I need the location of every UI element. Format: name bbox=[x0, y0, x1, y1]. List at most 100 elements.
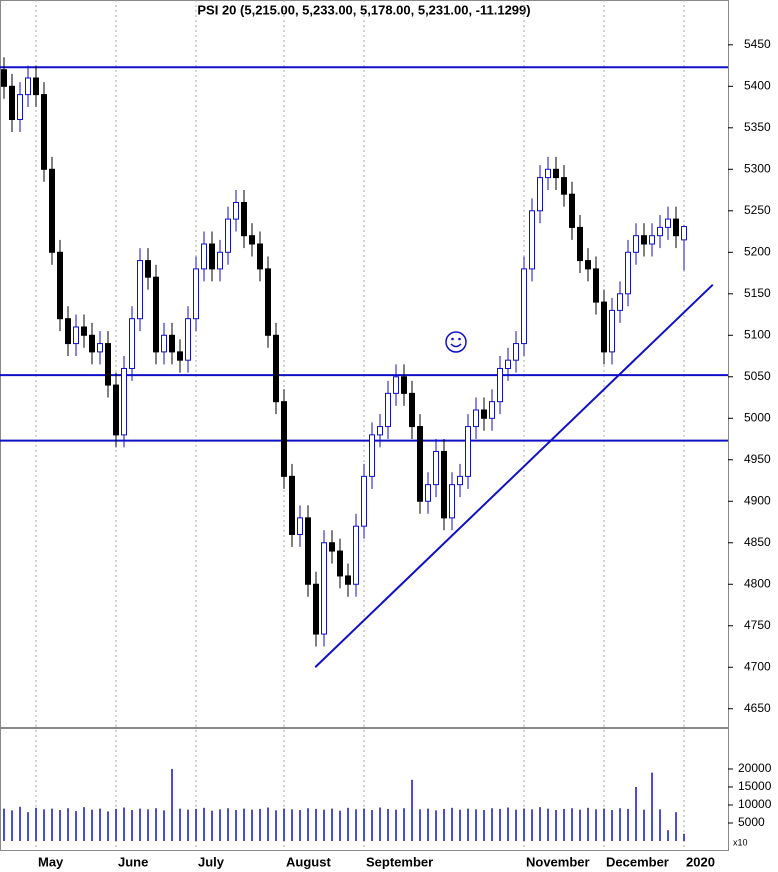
candle-body bbox=[65, 318, 71, 345]
candle-body bbox=[609, 309, 615, 353]
y-tick-label: 4650 bbox=[744, 701, 771, 715]
volume-bar bbox=[323, 809, 325, 841]
volume-bar bbox=[251, 809, 253, 841]
volume-bar bbox=[67, 808, 69, 841]
x-tick-label: June bbox=[118, 854, 148, 869]
volume-bar bbox=[603, 808, 605, 841]
candle-body bbox=[265, 268, 271, 336]
volume-bar bbox=[427, 808, 429, 841]
y-tick-label: 4800 bbox=[744, 576, 771, 590]
volume-bar bbox=[179, 808, 181, 841]
volume-bar bbox=[683, 833, 685, 841]
volume-bar bbox=[307, 808, 309, 841]
volume-bar bbox=[475, 809, 477, 841]
volume-bar bbox=[563, 808, 565, 841]
candle-body bbox=[345, 575, 351, 585]
volume-bar bbox=[411, 779, 413, 841]
volume-bar bbox=[27, 812, 29, 841]
candle-body bbox=[361, 475, 367, 527]
volume-bar bbox=[619, 808, 621, 841]
candle-body bbox=[257, 243, 263, 270]
y-tick-label: 5350 bbox=[744, 120, 771, 134]
volume-bar bbox=[451, 807, 453, 841]
volume-bar bbox=[539, 807, 541, 841]
volume-bar bbox=[195, 808, 197, 841]
chart-title: PSI 20 (5,215.00, 5,233.00, 5,178.00, 5,… bbox=[197, 2, 530, 17]
volume-bar bbox=[235, 810, 237, 841]
y-tick-label: 4950 bbox=[744, 452, 771, 466]
volume-bar bbox=[443, 808, 445, 841]
y-tick-label: 4750 bbox=[744, 618, 771, 632]
volume-bar bbox=[435, 810, 437, 841]
volume-bar bbox=[59, 810, 61, 841]
volume-bar bbox=[507, 807, 509, 841]
smiley bbox=[445, 331, 467, 353]
candle-body bbox=[593, 268, 599, 303]
volume-bar bbox=[43, 809, 45, 841]
volume-bar bbox=[35, 807, 37, 841]
volume-bar bbox=[147, 809, 149, 841]
volume-bar bbox=[267, 807, 269, 841]
candle-body bbox=[177, 351, 183, 361]
y2-tick-label: 20000 bbox=[738, 761, 772, 775]
candle-body bbox=[401, 376, 407, 394]
candle-body bbox=[225, 218, 231, 253]
x-tick-label: July bbox=[198, 854, 225, 869]
candle-body bbox=[353, 525, 359, 585]
candle-body bbox=[217, 251, 223, 270]
volume-bar bbox=[675, 812, 677, 841]
candle-body bbox=[569, 193, 575, 228]
candle-body bbox=[465, 426, 471, 477]
candle-body bbox=[641, 235, 647, 245]
volume-bar bbox=[403, 808, 405, 841]
candle-body bbox=[521, 268, 527, 345]
y-tick-label: 4850 bbox=[744, 535, 771, 549]
candle-body bbox=[209, 243, 215, 270]
volume-bar bbox=[211, 810, 213, 841]
volume-bar bbox=[635, 786, 637, 841]
volume-bar bbox=[299, 810, 301, 841]
candle-body bbox=[585, 260, 591, 270]
volume-bar bbox=[571, 808, 573, 841]
volume-bar bbox=[107, 811, 109, 841]
candle-body bbox=[105, 343, 111, 386]
y-tick-label: 5150 bbox=[744, 286, 771, 300]
candle-body bbox=[33, 77, 39, 96]
candle-body bbox=[449, 484, 455, 519]
volume-unit-label: x10 bbox=[733, 837, 748, 847]
candle-body bbox=[433, 450, 439, 486]
candle-body bbox=[425, 484, 431, 502]
volume-bar bbox=[515, 809, 517, 841]
volume-bar bbox=[395, 809, 397, 841]
candle-body bbox=[601, 301, 607, 353]
y-tick-label: 5300 bbox=[744, 161, 771, 175]
candle-body bbox=[233, 201, 239, 220]
candle-body bbox=[409, 392, 415, 428]
candle-body bbox=[457, 475, 463, 486]
x-tick-label: December bbox=[606, 854, 669, 869]
candle-body bbox=[673, 218, 679, 237]
volume-bar bbox=[587, 807, 589, 841]
candle-body bbox=[505, 359, 511, 369]
candle-body bbox=[321, 542, 327, 635]
candle-body bbox=[393, 376, 399, 394]
candle-body bbox=[529, 210, 535, 270]
candle-body bbox=[81, 326, 87, 336]
volume-bar bbox=[483, 810, 485, 841]
candle-body bbox=[185, 318, 191, 361]
candle-body bbox=[289, 475, 295, 535]
volume-bar bbox=[123, 807, 125, 841]
volume-bar bbox=[459, 809, 461, 841]
volume-bar bbox=[611, 810, 613, 841]
volume-bar bbox=[243, 808, 245, 841]
volume-bar bbox=[219, 809, 221, 841]
x-tick-label: September bbox=[366, 854, 433, 869]
volume-bar bbox=[203, 807, 205, 841]
volume-bar bbox=[139, 808, 141, 841]
volume-bar bbox=[379, 807, 381, 841]
candle-body bbox=[41, 94, 47, 170]
candle-body bbox=[89, 334, 95, 353]
volume-bar bbox=[283, 808, 285, 841]
